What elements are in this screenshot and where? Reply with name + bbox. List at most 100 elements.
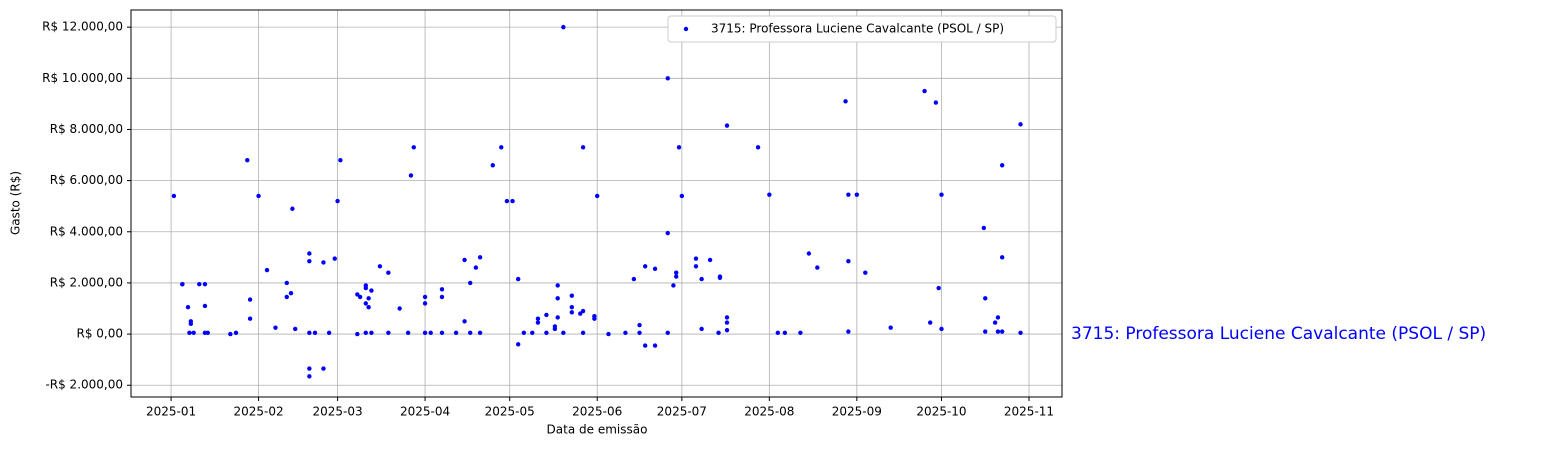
point	[187, 330, 192, 335]
point	[555, 283, 560, 288]
point	[806, 251, 812, 256]
point	[355, 292, 360, 297]
x-tick-label: 2025-08	[744, 405, 794, 419]
point	[468, 330, 473, 335]
point	[366, 296, 371, 301]
annotation: 3715: Professora Luciene Cavalcante (PSO…	[1071, 324, 1486, 344]
point	[197, 281, 202, 287]
point	[679, 193, 685, 199]
point	[642, 264, 648, 269]
point	[293, 326, 298, 332]
point	[377, 264, 383, 269]
point	[552, 326, 558, 332]
point	[854, 192, 860, 197]
point	[284, 294, 289, 300]
point	[724, 123, 730, 128]
point	[439, 294, 445, 300]
point	[798, 330, 803, 335]
point	[363, 330, 368, 335]
point	[606, 331, 611, 337]
point	[846, 258, 851, 264]
point	[674, 274, 679, 279]
point	[983, 329, 988, 334]
point	[369, 330, 374, 335]
point	[439, 287, 445, 292]
point	[569, 305, 575, 310]
point	[939, 326, 944, 332]
point	[321, 366, 326, 371]
y-tick-label: R$ 4.000,00	[50, 224, 123, 238]
point	[185, 305, 191, 310]
point	[521, 330, 527, 335]
y-tick-label: -R$ 2.000,00	[45, 378, 123, 392]
point	[171, 193, 177, 199]
point	[580, 330, 586, 335]
point	[569, 293, 575, 298]
point	[510, 198, 515, 204]
y-tick-label: R$ 0,00	[76, 327, 123, 341]
point	[676, 145, 682, 150]
point	[928, 320, 933, 325]
point	[468, 280, 473, 286]
x-axis-label: Data de emissão	[547, 423, 648, 437]
point	[544, 312, 549, 318]
point	[247, 316, 253, 321]
point	[307, 374, 312, 379]
point	[674, 270, 679, 275]
point	[699, 276, 704, 282]
point	[707, 257, 713, 263]
point	[290, 206, 295, 211]
point	[405, 330, 411, 335]
point	[477, 330, 483, 335]
point	[397, 306, 402, 311]
point	[843, 99, 848, 104]
point	[933, 100, 939, 105]
point	[273, 325, 278, 330]
plot-frame	[130, 9, 1063, 398]
point	[422, 330, 428, 335]
point	[642, 343, 648, 348]
point	[767, 192, 772, 197]
point	[623, 330, 628, 335]
point	[202, 303, 208, 309]
point	[992, 320, 998, 325]
point	[515, 276, 521, 282]
point	[888, 325, 893, 330]
point	[180, 281, 185, 287]
point	[999, 255, 1005, 260]
point	[535, 316, 541, 321]
point	[535, 320, 541, 325]
point	[411, 145, 416, 150]
point	[332, 256, 337, 261]
point	[561, 24, 566, 30]
point	[288, 290, 294, 296]
point	[515, 342, 521, 347]
legend-box	[667, 15, 1057, 43]
y-axis-label: Gasto (R$)	[9, 171, 23, 235]
point	[846, 192, 851, 197]
point	[530, 330, 535, 335]
point	[665, 230, 670, 236]
point	[264, 267, 270, 273]
point	[815, 265, 820, 270]
point	[233, 330, 239, 335]
point	[755, 145, 761, 150]
point	[580, 145, 586, 150]
y-tick-label: R$ 8.000,00	[50, 122, 123, 136]
point	[1018, 122, 1023, 127]
point	[999, 329, 1005, 334]
point	[724, 320, 730, 325]
x-tick-label: 2025-07	[657, 405, 707, 419]
point	[247, 297, 253, 302]
point	[782, 330, 788, 335]
point	[724, 328, 730, 333]
x-tick-label: 2025-06	[572, 405, 622, 419]
point	[555, 315, 560, 320]
y-tick-label: R$ 2.000,00	[50, 275, 123, 289]
point	[665, 76, 670, 81]
point	[386, 330, 391, 335]
point	[995, 315, 1001, 320]
point	[307, 366, 312, 371]
x-tick-label: 2025-09	[832, 405, 882, 419]
point	[995, 329, 1001, 334]
